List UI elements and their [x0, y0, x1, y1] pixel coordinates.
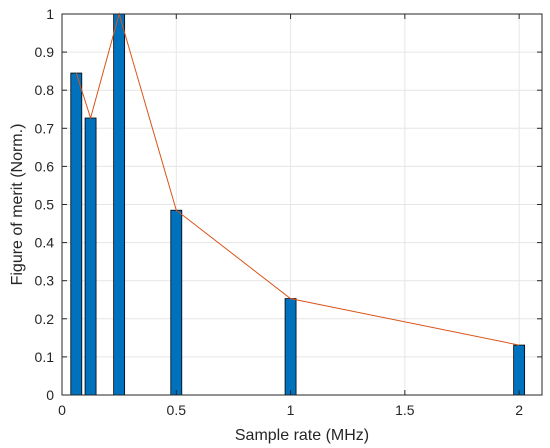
y-tick-label: 0.3 [35, 273, 55, 289]
y-tick-label: 0.4 [35, 235, 55, 251]
y-tick-label: 0.1 [35, 349, 55, 365]
bar [284, 298, 297, 396]
y-tick-label: 0.5 [35, 197, 55, 213]
x-tick-label: 0.5 [167, 402, 187, 418]
bar [513, 344, 526, 396]
grid-lines [61, 13, 542, 396]
x-tick-label: 2 [515, 402, 523, 418]
trend-line [75, 12, 520, 346]
x-tick-label: 0 [58, 402, 66, 418]
bar [70, 72, 83, 396]
y-axis-label: Figure of merit (Norm.) [9, 124, 26, 286]
x-tick-label: 1 [287, 402, 295, 418]
y-tick-label: 0.9 [35, 44, 55, 60]
bar [113, 13, 126, 396]
bar [84, 117, 97, 396]
bar [170, 209, 183, 396]
y-tick-label: 0 [46, 387, 54, 403]
y-tick-label: 0.7 [35, 120, 55, 136]
x-tick-label: 1.5 [395, 402, 415, 418]
y-tick-label: 0.2 [35, 311, 55, 327]
y-tick-label: 0.8 [35, 82, 55, 98]
x-axis-label: Sample rate (MHz) [235, 427, 369, 444]
y-tick-label: 1 [46, 6, 54, 22]
axis-ticks: 0 0.5 1 1.5 2 0 0.1 0.2 0.3 0.4 0.5 0.6 0.7 0.8 0.9 1 [35, 6, 542, 418]
line-series [75, 12, 520, 346]
y-tick-label: 0.6 [35, 158, 55, 174]
